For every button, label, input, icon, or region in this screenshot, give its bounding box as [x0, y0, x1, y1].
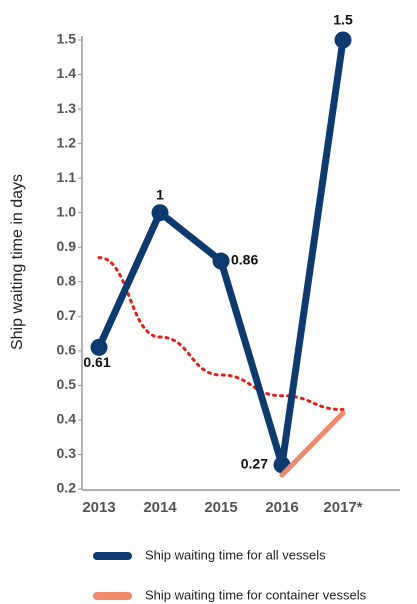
x-tick-label: 2013 [82, 499, 115, 516]
y-tick-label: 1.4 [57, 65, 77, 81]
y-tick-label: 1.5 [57, 31, 77, 47]
x-tick-label: 2017* [323, 499, 362, 516]
point [151, 204, 169, 222]
data-label: 1 [156, 186, 164, 202]
data-label: 0.27 [241, 456, 268, 472]
y-tick-label: 0.5 [57, 376, 77, 392]
x-tick-label: 2015 [204, 499, 237, 516]
y-tick-label: 1.2 [57, 134, 77, 150]
legend-label: Ship waiting time for all vessels [145, 547, 326, 562]
y-axis-title: Ship waiting time in days [9, 174, 26, 350]
data-label: 1.5 [333, 12, 353, 28]
y-tick-label: 1.1 [57, 169, 77, 185]
y-tick-label: 0.4 [57, 411, 77, 427]
data-label: 0.86 [231, 252, 258, 268]
x-tick-label: 2014 [143, 499, 177, 516]
x-tick-label: 2016 [265, 499, 298, 516]
legend-label: Ship waiting time for container vessels [145, 587, 367, 602]
data-label: 0.61 [83, 354, 110, 370]
y-tick-label: 1.0 [57, 203, 77, 219]
point [334, 31, 352, 49]
y-tick-label: 0.9 [57, 238, 77, 254]
y-tick-label: 0.6 [57, 342, 77, 358]
point [212, 252, 230, 270]
y-tick-label: 0.8 [57, 272, 77, 288]
y-tick-label: 0.2 [57, 480, 77, 496]
series-line [95, 36, 347, 469]
y-tick-label: 0.7 [57, 307, 77, 323]
y-tick-label: 1.3 [57, 100, 77, 116]
point [90, 338, 108, 356]
trend-line [97, 256, 345, 412]
series-line [279, 410, 346, 478]
y-tick-label: 0.3 [57, 445, 77, 461]
